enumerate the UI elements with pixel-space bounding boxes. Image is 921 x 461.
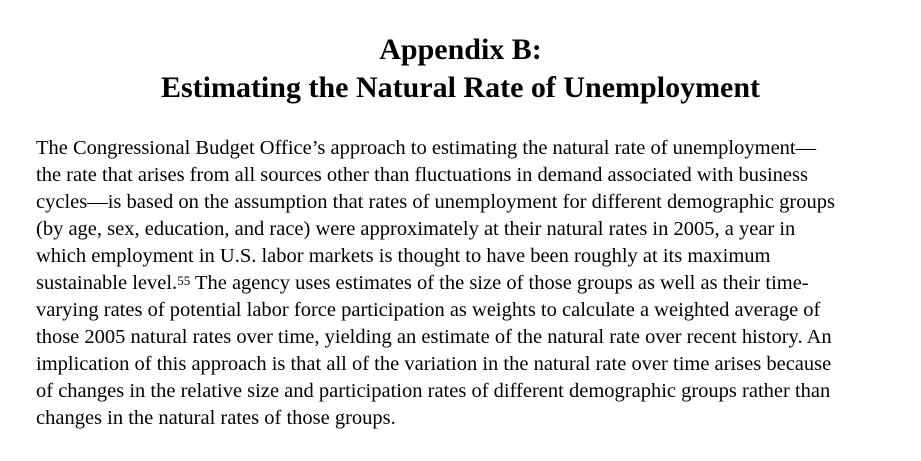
paragraph-text-segment: sustainable level.: [36, 272, 178, 294]
paragraph-line: changes in the natural rates of those gr…: [36, 407, 396, 429]
paragraph-line: implication of this approach is that all…: [36, 353, 832, 375]
paragraph-line: the rate that arises from all sources ot…: [36, 164, 808, 186]
paragraph-line: which employment in U.S. labor markets i…: [36, 245, 771, 267]
body-paragraph: The Congressional Budget Office’s approa…: [36, 135, 886, 432]
appendix-heading: Appendix B:: [379, 33, 542, 66]
appendix-title: Estimating the Natural Rate of Unemploym…: [160, 71, 761, 104]
paragraph-line: of changes in the relative size and part…: [36, 380, 831, 402]
paragraph-line: those 2005 natural rates over time, yiel…: [36, 326, 832, 348]
paragraph-line: varying rates of potential labor force p…: [36, 299, 821, 321]
paragraph-line: cycles—is based on the assumption that r…: [36, 191, 835, 213]
paragraph-line-with-footnote: sustainable level.55 The agency uses est…: [36, 270, 886, 297]
paragraph-text-segment: The agency uses estimates of the size of…: [194, 272, 809, 294]
paragraph-line: The Congressional Budget Office’s approa…: [36, 137, 817, 159]
footnote-reference[interactable]: 55: [177, 273, 191, 288]
paragraph-line: (by age, sex, education, and race) were …: [36, 218, 796, 240]
